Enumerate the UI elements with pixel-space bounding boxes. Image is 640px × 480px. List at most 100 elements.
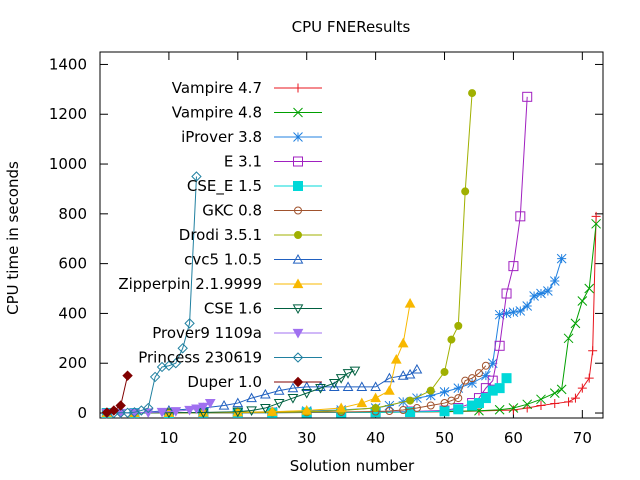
data-point (584, 283, 595, 294)
data-point (468, 89, 477, 98)
y-tick-label: 800 (58, 205, 87, 223)
data-point (412, 404, 421, 413)
x-tick-label: 10 (159, 429, 178, 447)
legend-marker (292, 328, 304, 339)
data-point (467, 378, 477, 388)
y-tick-label: 1000 (49, 155, 87, 173)
legend-label: Vampire 4.7 (172, 79, 262, 97)
data-point (501, 308, 512, 319)
series-princess-230619 (101, 171, 202, 419)
data-point (143, 402, 154, 414)
legend-entry: Duper 1.0 (187, 373, 322, 391)
data-point (335, 402, 347, 413)
y-tick-label: 200 (58, 354, 87, 372)
legend-label: Zipperpin 2.1.9999 (118, 275, 262, 293)
data-point (494, 340, 505, 351)
data-point (584, 373, 594, 383)
data-point (204, 398, 216, 409)
data-point (556, 253, 567, 264)
legend-marker (293, 83, 303, 93)
y-axis-label: CPU time in seconds (4, 161, 22, 315)
data-point (170, 407, 182, 417)
legend-marker (293, 107, 303, 118)
data-point (447, 396, 456, 405)
data-point (115, 400, 126, 411)
series-lines (101, 89, 601, 419)
data-point (591, 218, 601, 229)
data-point (301, 405, 313, 415)
data-point (480, 393, 491, 404)
data-point (108, 405, 119, 416)
data-point (522, 403, 532, 413)
data-point (177, 343, 188, 354)
data-point (550, 399, 560, 409)
data-point (399, 406, 408, 415)
legend-label: iProver 3.8 (181, 128, 262, 146)
data-point (411, 363, 423, 374)
data-point (529, 291, 539, 301)
data-point (508, 307, 519, 318)
legend-marker (294, 231, 302, 239)
data-point (273, 398, 285, 409)
legend-label: Princess 230619 (138, 349, 262, 367)
data-point (487, 358, 498, 369)
data-point (440, 399, 449, 408)
x-tick-label: 50 (435, 429, 454, 447)
data-point (397, 370, 409, 380)
data-point (356, 381, 368, 391)
data-point (453, 383, 464, 393)
data-point (191, 171, 202, 182)
series-line (106, 369, 418, 414)
data-point (426, 386, 435, 395)
legend-entry: iProver 3.8 (181, 128, 322, 146)
data-point (439, 406, 450, 417)
data-point (370, 392, 381, 403)
legend-marker (294, 206, 302, 215)
data-point (122, 370, 133, 381)
data-point (468, 374, 477, 383)
series-duper-1-0 (101, 370, 133, 418)
data-point (412, 393, 422, 403)
data-point (328, 379, 340, 389)
data-point (342, 381, 354, 391)
data-point (232, 397, 244, 408)
data-point (406, 396, 415, 405)
data-point (342, 369, 354, 379)
data-point (515, 306, 526, 316)
data-point (404, 368, 416, 379)
y-tick-label: 1400 (49, 55, 87, 73)
data-point (588, 346, 598, 356)
data-point (591, 211, 601, 221)
y-tick-label: 400 (58, 304, 87, 322)
legend-entry: Drodi 3.5.1 (179, 226, 322, 244)
x-tick-label: 60 (504, 429, 523, 447)
data-point (487, 375, 498, 386)
data-point (384, 372, 395, 383)
data-point (232, 407, 244, 418)
legend-marker (292, 304, 304, 315)
data-point (246, 392, 257, 403)
legend-marker (293, 181, 303, 191)
data-point (563, 333, 574, 344)
data-point (328, 381, 340, 391)
data-point (494, 404, 505, 415)
data-point (287, 393, 299, 404)
legend-entry: GKC 0.8 (202, 202, 322, 220)
data-point (390, 353, 402, 364)
data-point (184, 318, 195, 329)
y-axis: 0 200 400 600 800 1000 1200 1400 (49, 55, 603, 422)
x-tick-label: 70 (573, 429, 592, 447)
legend-label: Prover9 1109a (152, 324, 262, 342)
series-line (106, 216, 597, 414)
legend-entry: Princess 230619 (138, 349, 322, 367)
legend-label: E 3.1 (224, 153, 262, 171)
data-point (404, 297, 416, 308)
data-point (349, 366, 361, 377)
data-point (522, 399, 533, 410)
legend: Vampire 4.7 Vampire 4.8 iProver 3.8 E 3.1 CS… (118, 79, 322, 391)
data-point (508, 405, 518, 415)
data-point (454, 394, 463, 403)
data-point (440, 367, 449, 376)
data-point (549, 388, 560, 398)
